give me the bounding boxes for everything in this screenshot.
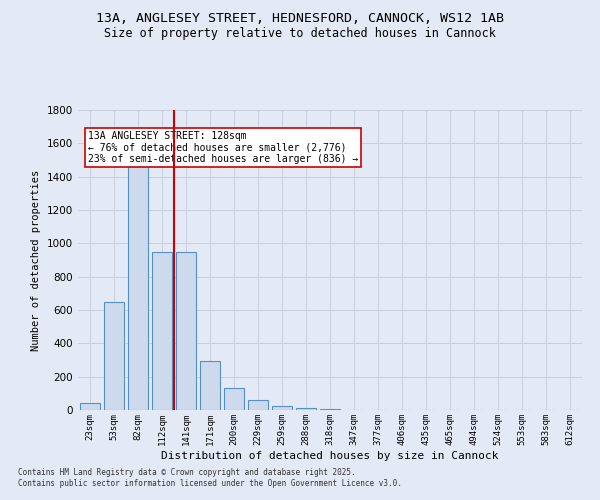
Bar — [128, 160, 148, 410]
Text: 13A ANGLESEY STREET: 128sqm
← 76% of detached houses are smaller (2,776)
23% of : 13A ANGLESEY STREET: 128sqm ← 76% of det… — [88, 131, 358, 164]
Bar — [320, 409, 340, 410]
X-axis label: Distribution of detached houses by size in Cannock: Distribution of detached houses by size … — [161, 450, 499, 460]
Text: Size of property relative to detached houses in Cannock: Size of property relative to detached ho… — [104, 28, 496, 40]
Bar — [248, 400, 268, 410]
Bar — [296, 408, 316, 410]
Text: 13A, ANGLESEY STREET, HEDNESFORD, CANNOCK, WS12 1AB: 13A, ANGLESEY STREET, HEDNESFORD, CANNOC… — [96, 12, 504, 26]
Bar — [272, 406, 292, 410]
Bar — [200, 361, 220, 410]
Bar — [104, 302, 124, 410]
Text: Contains HM Land Registry data © Crown copyright and database right 2025.
Contai: Contains HM Land Registry data © Crown c… — [18, 468, 402, 487]
Bar — [176, 252, 196, 410]
Y-axis label: Number of detached properties: Number of detached properties — [31, 170, 41, 350]
Bar — [80, 404, 100, 410]
Bar — [224, 388, 244, 410]
Bar — [152, 252, 172, 410]
